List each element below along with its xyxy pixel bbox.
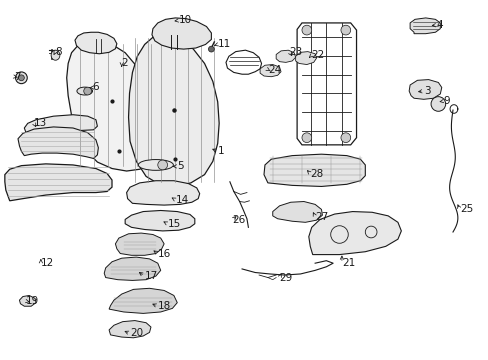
Polygon shape [260, 64, 281, 77]
Polygon shape [66, 40, 158, 171]
Text: 15: 15 [167, 219, 181, 229]
Text: 29: 29 [279, 273, 292, 283]
Text: 27: 27 [314, 212, 328, 221]
Text: 10: 10 [179, 15, 191, 26]
Text: 9: 9 [442, 96, 449, 106]
Text: 16: 16 [158, 248, 171, 258]
Polygon shape [24, 115, 97, 138]
Polygon shape [308, 212, 401, 255]
Text: 1: 1 [217, 146, 224, 156]
Text: 6: 6 [92, 82, 99, 93]
Circle shape [158, 160, 167, 170]
Polygon shape [272, 202, 322, 222]
Circle shape [208, 46, 214, 52]
Circle shape [83, 87, 91, 95]
Polygon shape [109, 320, 151, 338]
Ellipse shape [138, 159, 173, 170]
Polygon shape [75, 32, 117, 54]
Polygon shape [20, 296, 36, 306]
Polygon shape [5, 164, 112, 201]
Polygon shape [295, 51, 316, 64]
Circle shape [302, 133, 311, 143]
Ellipse shape [51, 50, 60, 60]
Text: 2: 2 [122, 58, 128, 68]
Text: 25: 25 [459, 204, 472, 215]
Text: 18: 18 [158, 301, 171, 311]
Text: 3: 3 [423, 86, 429, 96]
Circle shape [340, 133, 350, 143]
Circle shape [19, 75, 24, 81]
Text: 8: 8 [55, 46, 62, 57]
Text: 7: 7 [15, 72, 21, 82]
Polygon shape [409, 18, 439, 34]
Polygon shape [109, 288, 177, 314]
Text: 28: 28 [309, 168, 323, 179]
Text: 12: 12 [41, 258, 54, 268]
Circle shape [16, 72, 27, 84]
Text: 4: 4 [436, 20, 443, 30]
Circle shape [302, 25, 311, 35]
Ellipse shape [77, 87, 92, 95]
Polygon shape [125, 211, 194, 231]
Polygon shape [152, 18, 211, 49]
Polygon shape [264, 154, 365, 186]
Polygon shape [128, 35, 219, 186]
Text: 5: 5 [177, 161, 183, 171]
Text: 26: 26 [232, 215, 245, 225]
Text: 17: 17 [144, 271, 158, 281]
Text: 22: 22 [311, 50, 325, 60]
Text: 13: 13 [34, 118, 47, 128]
Text: 21: 21 [341, 258, 354, 268]
Text: 14: 14 [175, 195, 188, 205]
Polygon shape [104, 257, 161, 280]
Text: 11: 11 [217, 40, 230, 49]
Text: 19: 19 [26, 296, 40, 306]
Circle shape [340, 25, 350, 35]
Text: 20: 20 [130, 328, 143, 338]
Text: 24: 24 [267, 64, 281, 75]
Polygon shape [408, 80, 441, 99]
Polygon shape [276, 50, 295, 62]
Polygon shape [115, 233, 164, 255]
Text: 23: 23 [289, 46, 302, 57]
Circle shape [430, 97, 445, 111]
Polygon shape [126, 181, 199, 205]
Polygon shape [18, 127, 98, 158]
